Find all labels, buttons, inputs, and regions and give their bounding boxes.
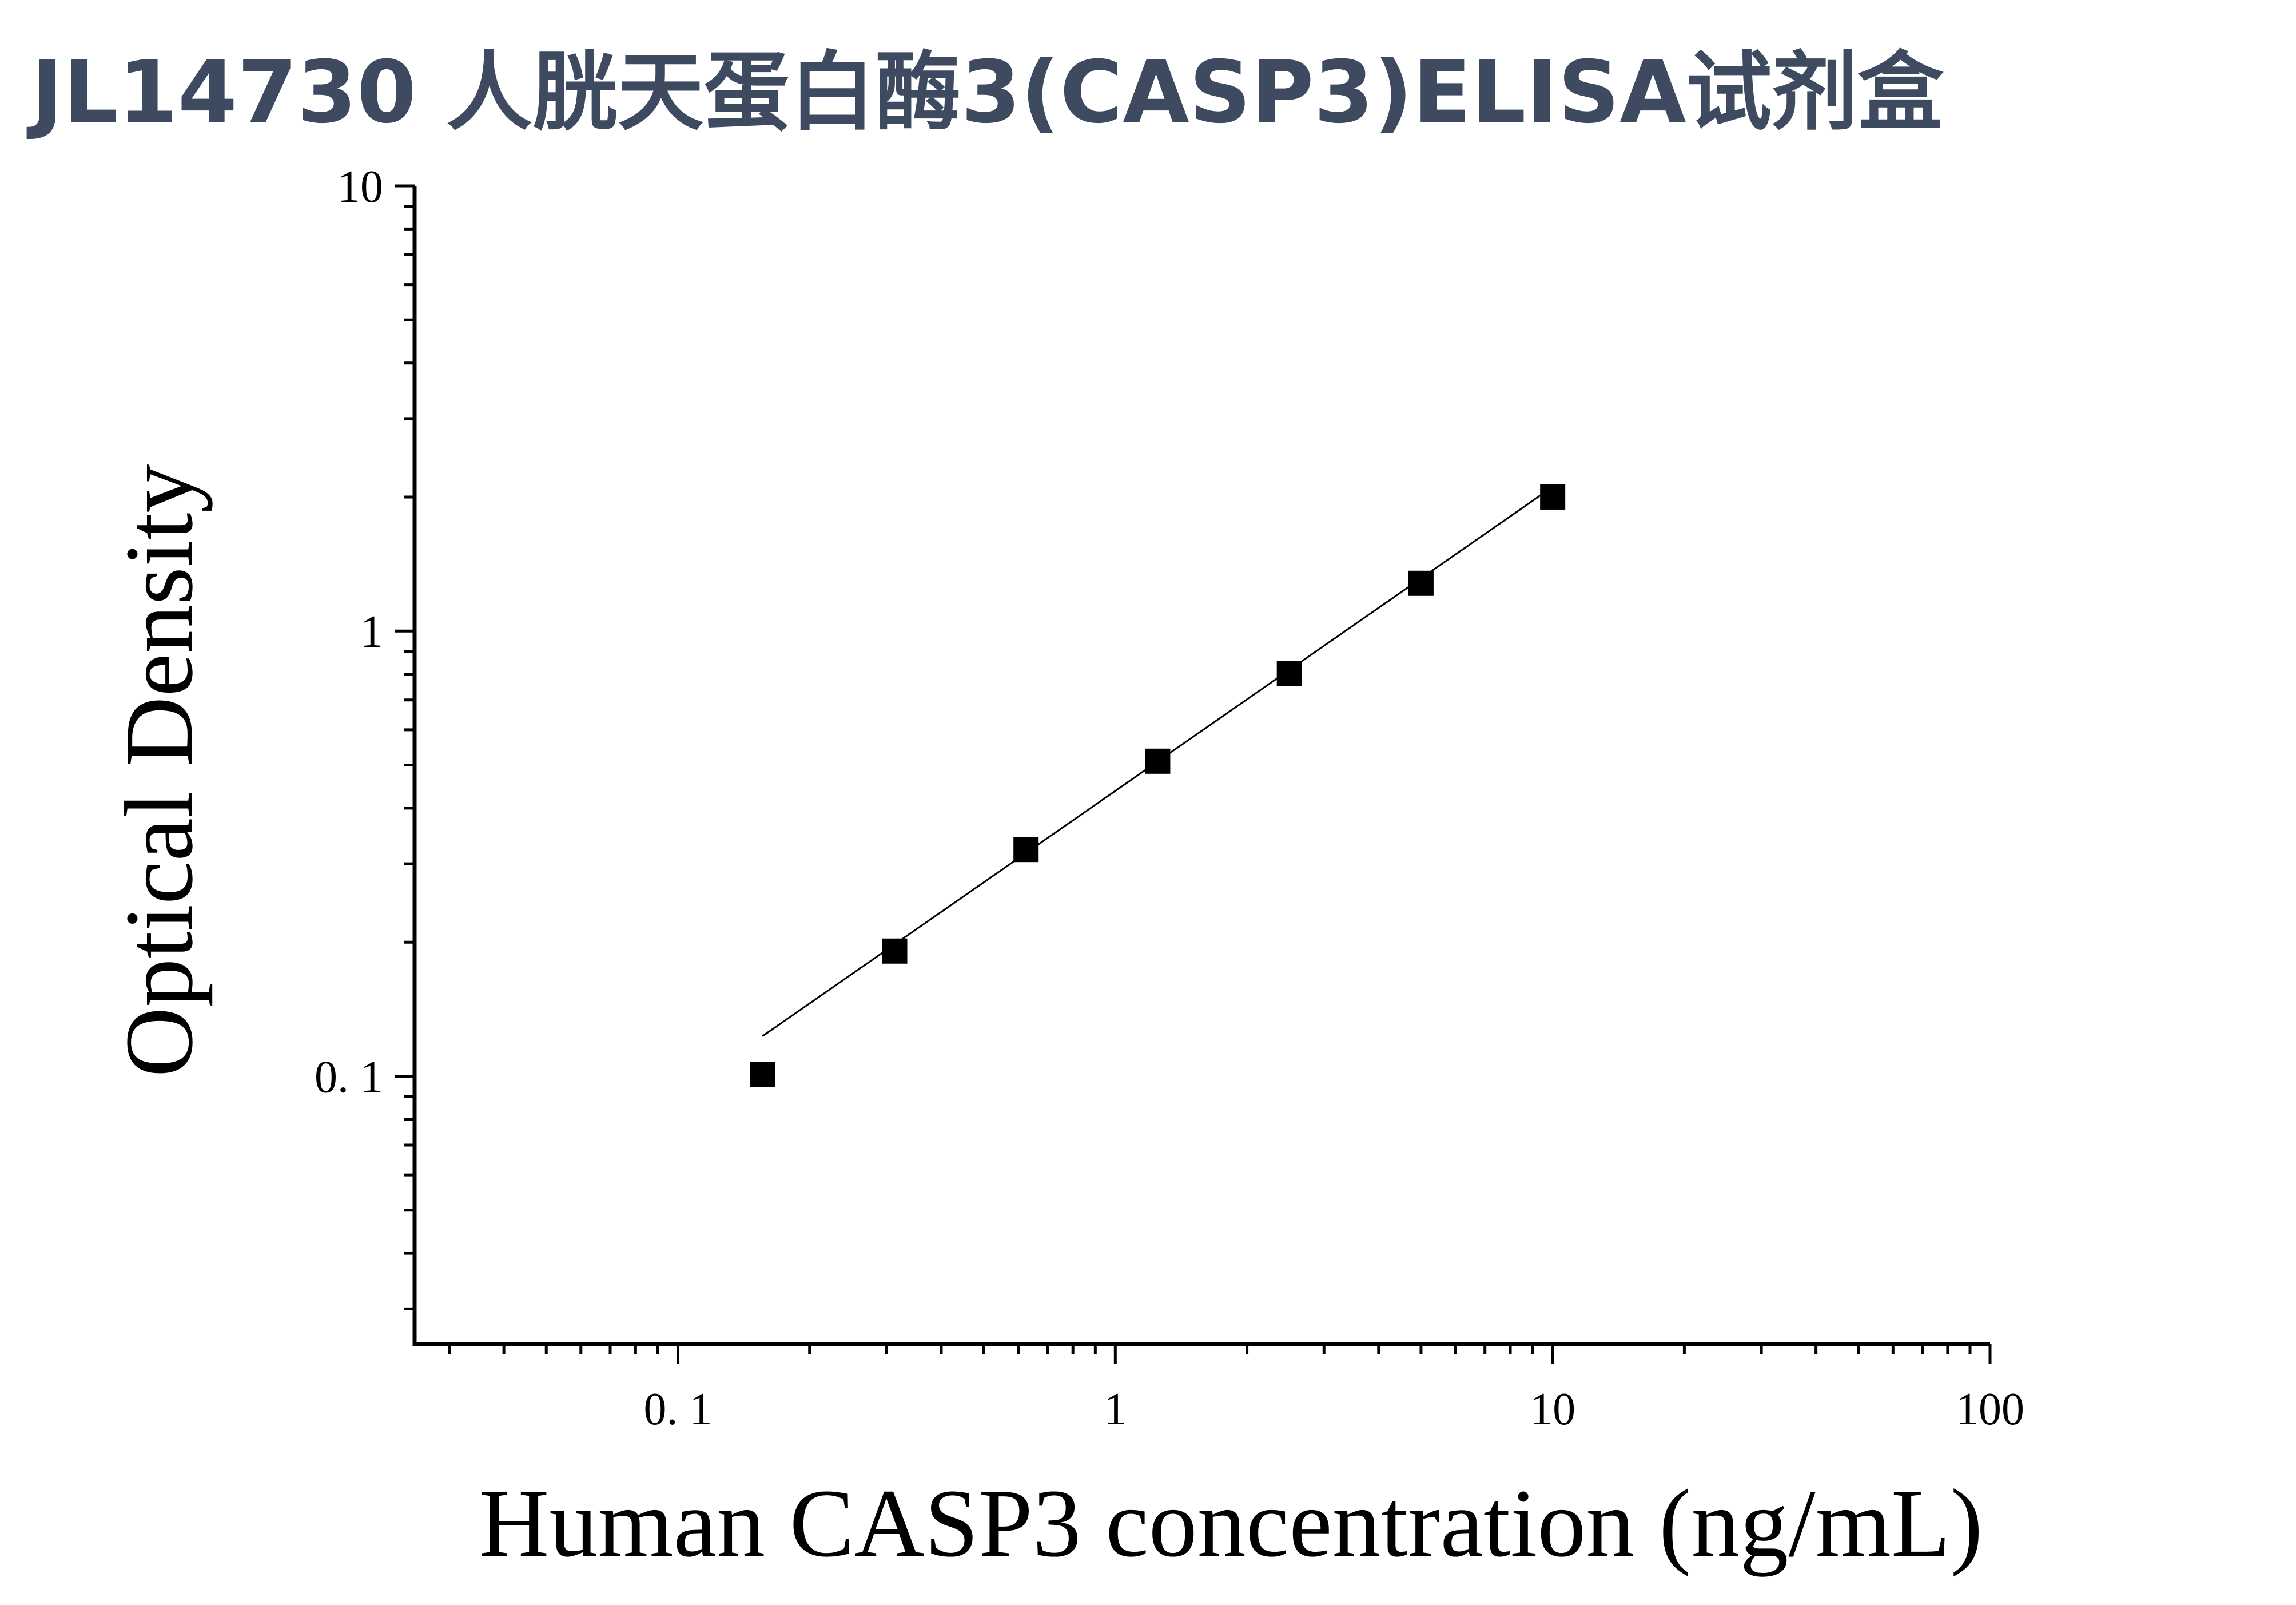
x-axis-ticks: 0. 1 1 10 100 bbox=[448, 1344, 2024, 1435]
y-axis-title: Optical Density bbox=[105, 464, 213, 1078]
data-points bbox=[750, 484, 1566, 1087]
y-tick-label: 10 bbox=[337, 162, 383, 212]
y-tick-label: 1 bbox=[360, 607, 383, 657]
data-point bbox=[750, 1062, 775, 1087]
page-title: JL14730 人胱天蛋白酶3(CASP3)ELISA试剂盒 bbox=[31, 43, 1944, 142]
data-point bbox=[1276, 661, 1302, 686]
x-axis-title: Human CASP3 concentration (ng/mL) bbox=[479, 1469, 1983, 1577]
data-point bbox=[1408, 570, 1434, 596]
data-point bbox=[1145, 748, 1171, 774]
data-point bbox=[1540, 484, 1566, 510]
x-tick-label: 10 bbox=[1530, 1384, 1575, 1435]
axes bbox=[412, 186, 1990, 1346]
x-tick-label: 1 bbox=[1104, 1384, 1127, 1435]
data-point bbox=[882, 938, 908, 964]
x-tick-label: 0. 1 bbox=[643, 1384, 712, 1435]
y-axis-ticks: 0. 1 1 10 bbox=[315, 162, 415, 1310]
data-point bbox=[1013, 837, 1039, 863]
x-tick-label: 100 bbox=[1956, 1384, 2024, 1435]
y-tick-label: 0. 1 bbox=[315, 1052, 383, 1102]
